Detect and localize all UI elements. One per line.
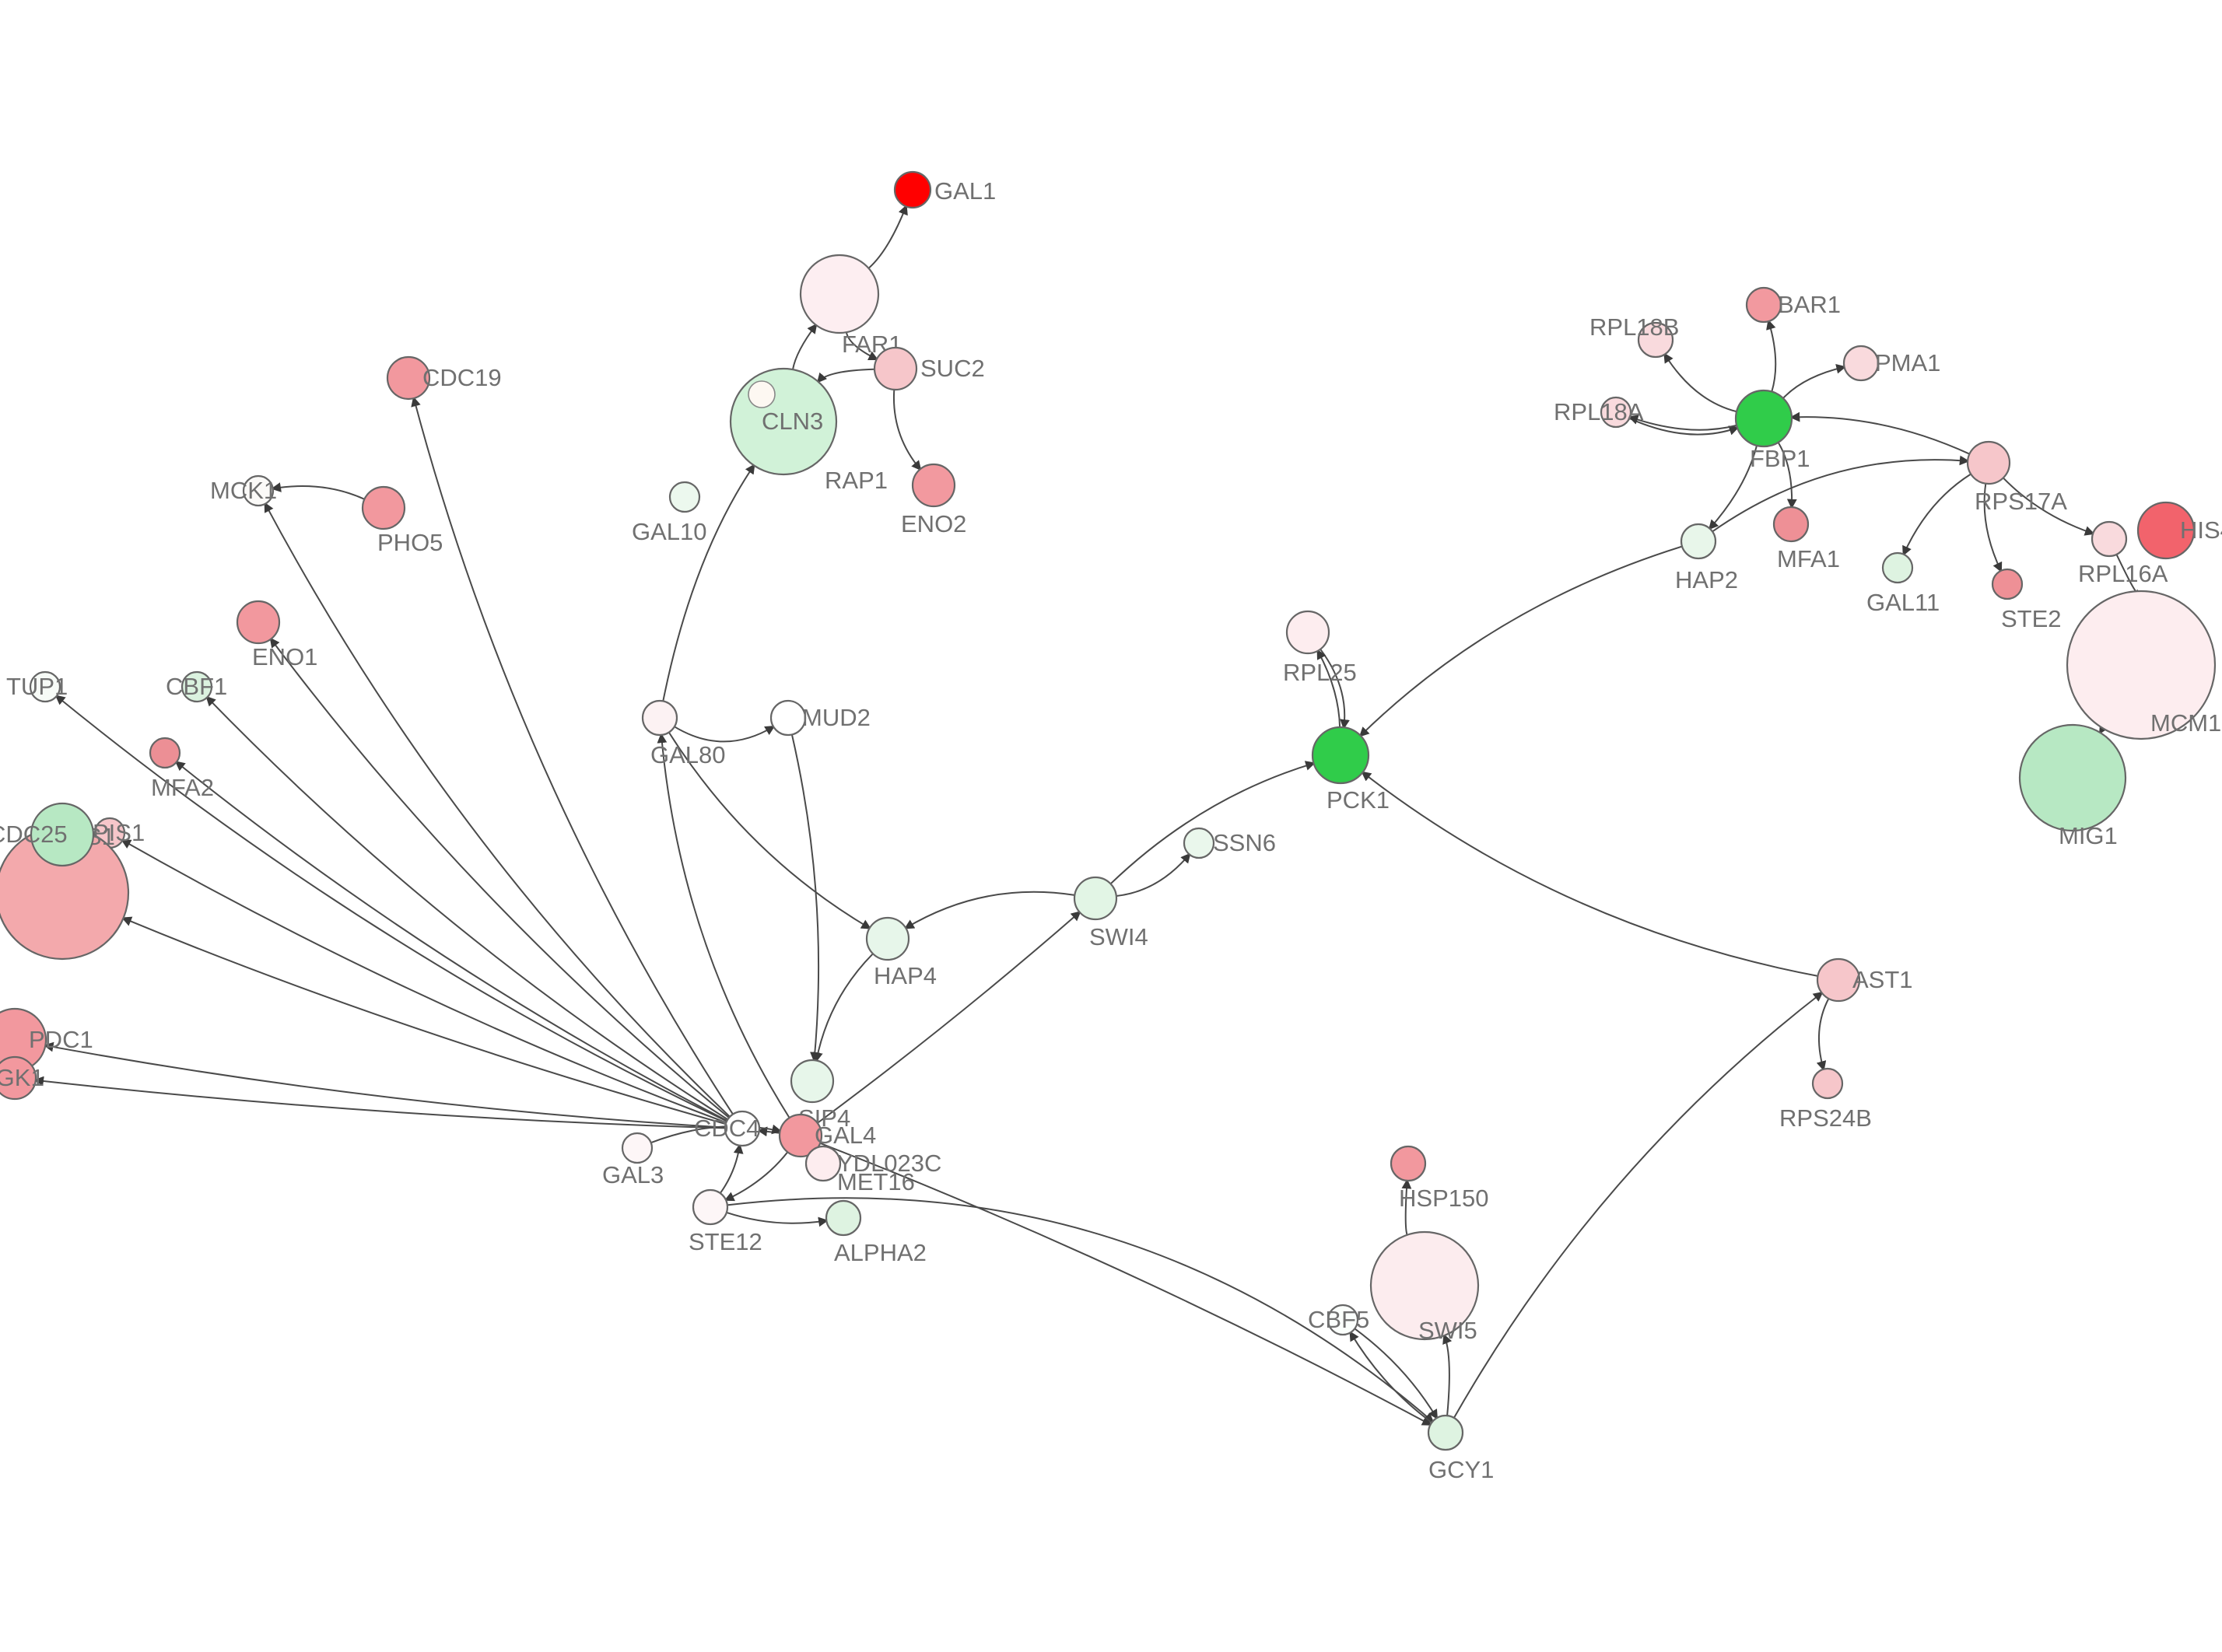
svg-text:AST1: AST1 (1852, 966, 1913, 993)
svg-text:HAP2: HAP2 (1675, 566, 1738, 593)
svg-text:MCK1: MCK1 (210, 477, 277, 504)
svg-text:RPL18B: RPL18B (1589, 313, 1679, 341)
svg-text:RPL16A: RPL16A (2078, 560, 2168, 587)
svg-text:FBP1: FBP1 (1750, 445, 1810, 472)
svg-text:MFA2: MFA2 (151, 774, 214, 801)
svg-text:RPL18A: RPL18A (1554, 398, 1644, 425)
svg-text:PCK1: PCK1 (1327, 786, 1390, 814)
svg-text:CDC25: CDC25 (0, 821, 68, 848)
svg-text:PDC1: PDC1 (29, 1026, 93, 1053)
svg-text:RPS17A: RPS17A (1975, 488, 2067, 515)
svg-text:HAP4: HAP4 (874, 962, 937, 989)
svg-text:MUD2: MUD2 (802, 704, 871, 731)
svg-text:ENO2: ENO2 (901, 510, 966, 537)
svg-text:GAL11: GAL11 (1866, 589, 1940, 616)
svg-text:GCY1: GCY1 (1428, 1456, 1494, 1483)
svg-text:CDC4: CDC4 (694, 1115, 759, 1142)
svg-text:GAL3: GAL3 (602, 1161, 664, 1188)
svg-text:RAP1: RAP1 (825, 467, 888, 494)
svg-text:HIS4: HIS4 (2180, 516, 2222, 544)
svg-text:GAL1: GAL1 (934, 177, 996, 205)
svg-text:MCM1: MCM1 (2150, 709, 2221, 737)
svg-text:ENO1: ENO1 (252, 643, 317, 670)
svg-text:SWI4: SWI4 (1089, 923, 1148, 950)
svg-text:PHO5: PHO5 (377, 529, 443, 556)
svg-text:TUP1: TUP1 (6, 673, 68, 700)
svg-text:PGK1: PGK1 (0, 1064, 44, 1091)
svg-text:PMA1: PMA1 (1875, 349, 1940, 376)
svg-text:RPL25: RPL25 (1283, 659, 1357, 686)
svg-text:CBF1: CBF1 (166, 673, 227, 700)
svg-text:ALPHA2: ALPHA2 (834, 1239, 927, 1266)
svg-text:STE12: STE12 (689, 1228, 762, 1255)
svg-text:SUC2: SUC2 (920, 355, 985, 382)
svg-text:MIG1: MIG1 (2059, 822, 2118, 849)
svg-text:SWI5: SWI5 (1418, 1317, 1477, 1344)
svg-text:MET16: MET16 (837, 1168, 915, 1195)
svg-text:CDC19: CDC19 (422, 364, 502, 391)
svg-text:HSP150: HSP150 (1399, 1185, 1488, 1212)
svg-text:GAL4: GAL4 (815, 1122, 876, 1149)
svg-text:RPS24B: RPS24B (1779, 1104, 1872, 1132)
svg-text:CLN3: CLN3 (762, 408, 823, 435)
svg-text:GAL80: GAL80 (650, 741, 726, 768)
svg-text:STE2: STE2 (2001, 605, 2062, 632)
svg-text:SSN6: SSN6 (1213, 829, 1276, 856)
svg-text:BAR1: BAR1 (1778, 291, 1841, 318)
svg-text:MFA1: MFA1 (1777, 545, 1840, 572)
svg-text:GAL10: GAL10 (632, 518, 707, 545)
svg-text:CBF5: CBF5 (1308, 1306, 1369, 1333)
